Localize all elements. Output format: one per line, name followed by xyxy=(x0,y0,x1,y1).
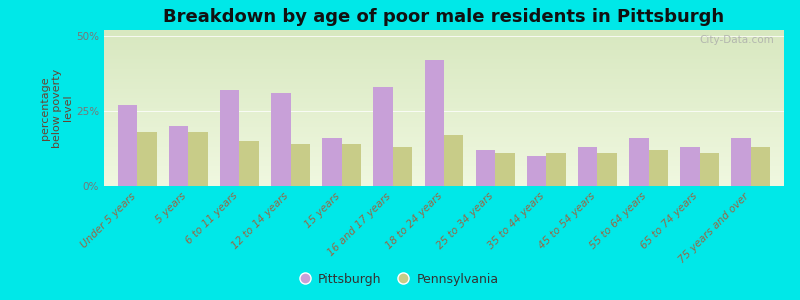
Bar xyxy=(578,147,598,186)
Bar xyxy=(290,144,310,186)
Bar xyxy=(680,147,700,186)
Bar xyxy=(322,138,342,186)
Text: City-Data.com: City-Data.com xyxy=(699,35,774,45)
Bar xyxy=(220,90,239,186)
Bar xyxy=(393,147,412,186)
Bar xyxy=(629,138,649,186)
Bar xyxy=(750,147,770,186)
Bar xyxy=(271,93,290,186)
Bar xyxy=(598,153,617,186)
Bar xyxy=(527,156,546,186)
Bar xyxy=(444,135,463,186)
Bar xyxy=(342,144,361,186)
Bar xyxy=(476,150,495,186)
Title: Breakdown by age of poor male residents in Pittsburgh: Breakdown by age of poor male residents … xyxy=(163,8,725,26)
Y-axis label: percentage
below poverty
level: percentage below poverty level xyxy=(40,68,74,148)
Bar xyxy=(495,153,514,186)
Bar xyxy=(649,150,668,186)
Bar xyxy=(425,60,444,186)
Bar xyxy=(700,153,719,186)
Bar xyxy=(188,132,208,186)
Bar xyxy=(374,87,393,186)
Bar xyxy=(546,153,566,186)
Bar xyxy=(118,105,138,186)
Legend: Pittsburgh, Pennsylvania: Pittsburgh, Pennsylvania xyxy=(297,268,503,291)
Bar xyxy=(239,141,259,186)
Bar xyxy=(138,132,157,186)
Bar xyxy=(731,138,750,186)
Bar xyxy=(169,126,188,186)
